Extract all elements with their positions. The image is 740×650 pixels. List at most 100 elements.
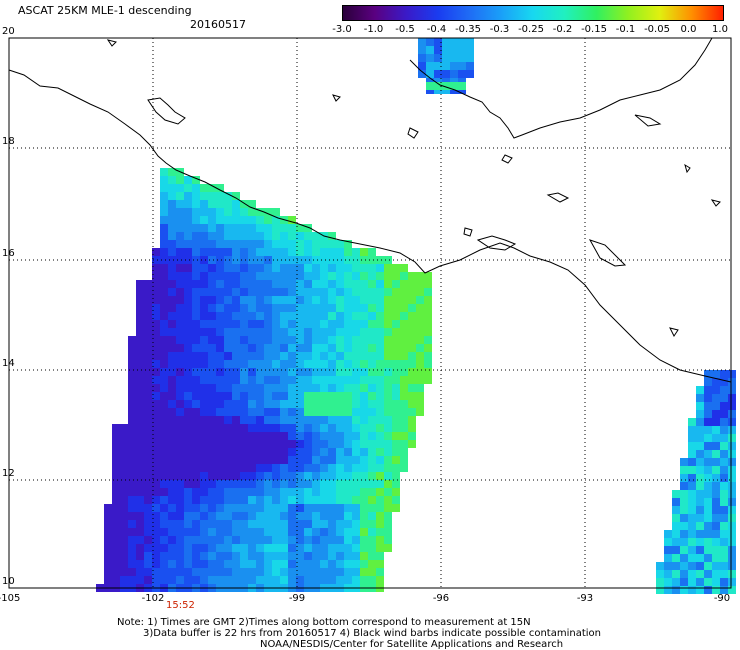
data-cell bbox=[352, 304, 360, 312]
data-cell bbox=[304, 280, 312, 288]
data-cell bbox=[128, 496, 136, 504]
data-cell bbox=[200, 336, 208, 344]
data-cell bbox=[304, 344, 312, 352]
data-cell bbox=[360, 408, 368, 416]
data-cell bbox=[160, 432, 168, 440]
data-cell bbox=[288, 280, 296, 288]
data-cell bbox=[120, 560, 128, 568]
data-cell bbox=[176, 424, 184, 432]
data-cell bbox=[304, 576, 312, 584]
data-cell bbox=[434, 62, 442, 70]
data-cell bbox=[144, 488, 152, 496]
data-cell bbox=[392, 472, 400, 480]
data-cell bbox=[232, 528, 240, 536]
data-cell bbox=[312, 512, 320, 520]
data-cell bbox=[208, 288, 216, 296]
data-cell bbox=[416, 288, 424, 296]
data-cell bbox=[376, 352, 384, 360]
data-cell bbox=[296, 552, 304, 560]
data-cell bbox=[280, 496, 288, 504]
data-cell bbox=[248, 312, 256, 320]
data-cell bbox=[184, 464, 192, 472]
data-cell bbox=[336, 248, 344, 256]
data-cell bbox=[426, 70, 434, 78]
data-cell bbox=[288, 376, 296, 384]
data-cell bbox=[264, 536, 272, 544]
data-cell bbox=[216, 576, 224, 584]
data-cell bbox=[304, 232, 312, 240]
data-cell bbox=[264, 552, 272, 560]
data-cell bbox=[192, 336, 200, 344]
data-cell bbox=[384, 392, 392, 400]
data-cell bbox=[152, 336, 160, 344]
data-cell bbox=[376, 408, 384, 416]
data-cell bbox=[144, 400, 152, 408]
data-cell bbox=[696, 578, 704, 586]
data-cell bbox=[176, 568, 184, 576]
data-cell bbox=[360, 528, 368, 536]
data-cell bbox=[328, 432, 336, 440]
data-cell bbox=[208, 200, 216, 208]
data-cell bbox=[672, 546, 680, 554]
data-cell bbox=[296, 424, 304, 432]
data-cell bbox=[168, 480, 176, 488]
data-cell bbox=[704, 570, 712, 578]
data-cell bbox=[384, 256, 392, 264]
data-cell bbox=[240, 256, 248, 264]
data-cell bbox=[240, 456, 248, 464]
data-cell bbox=[280, 472, 288, 480]
data-cell bbox=[240, 472, 248, 480]
data-cell bbox=[184, 232, 192, 240]
data-cell bbox=[272, 432, 280, 440]
data-cell bbox=[336, 448, 344, 456]
data-cell bbox=[136, 408, 144, 416]
data-cell bbox=[304, 248, 312, 256]
data-cell bbox=[376, 496, 384, 504]
data-cell bbox=[112, 456, 120, 464]
data-cell bbox=[120, 440, 128, 448]
data-cell bbox=[208, 472, 216, 480]
data-cell bbox=[240, 536, 248, 544]
data-cell bbox=[208, 232, 216, 240]
data-cell bbox=[344, 504, 352, 512]
data-cell bbox=[168, 456, 176, 464]
data-cell bbox=[232, 488, 240, 496]
data-cell bbox=[216, 248, 224, 256]
data-cell bbox=[344, 296, 352, 304]
data-cell bbox=[208, 488, 216, 496]
data-cell bbox=[168, 248, 176, 256]
data-cell bbox=[664, 538, 672, 546]
data-cell bbox=[728, 386, 736, 394]
data-cell bbox=[704, 514, 712, 522]
data-cell bbox=[280, 288, 288, 296]
data-cell bbox=[208, 240, 216, 248]
data-cell bbox=[424, 288, 432, 296]
data-cell bbox=[184, 560, 192, 568]
data-cell bbox=[696, 570, 704, 578]
data-cell bbox=[272, 568, 280, 576]
data-cell bbox=[336, 440, 344, 448]
data-cell bbox=[216, 184, 224, 192]
data-cell bbox=[152, 296, 160, 304]
data-cell bbox=[152, 360, 160, 368]
data-cell bbox=[336, 344, 344, 352]
data-cell bbox=[200, 456, 208, 464]
data-cell bbox=[144, 392, 152, 400]
data-cell bbox=[368, 504, 376, 512]
data-cell bbox=[272, 576, 280, 584]
data-cell bbox=[232, 512, 240, 520]
data-cell bbox=[112, 440, 120, 448]
data-cell bbox=[152, 312, 160, 320]
data-cell bbox=[280, 568, 288, 576]
data-cell bbox=[320, 384, 328, 392]
data-cell bbox=[434, 82, 442, 90]
data-cell bbox=[224, 520, 232, 528]
data-cell bbox=[280, 480, 288, 488]
data-cell bbox=[304, 432, 312, 440]
data-cell bbox=[712, 450, 720, 458]
data-cell bbox=[184, 344, 192, 352]
data-cell bbox=[144, 440, 152, 448]
data-cell bbox=[312, 520, 320, 528]
data-cell bbox=[200, 248, 208, 256]
data-cell bbox=[656, 578, 664, 586]
